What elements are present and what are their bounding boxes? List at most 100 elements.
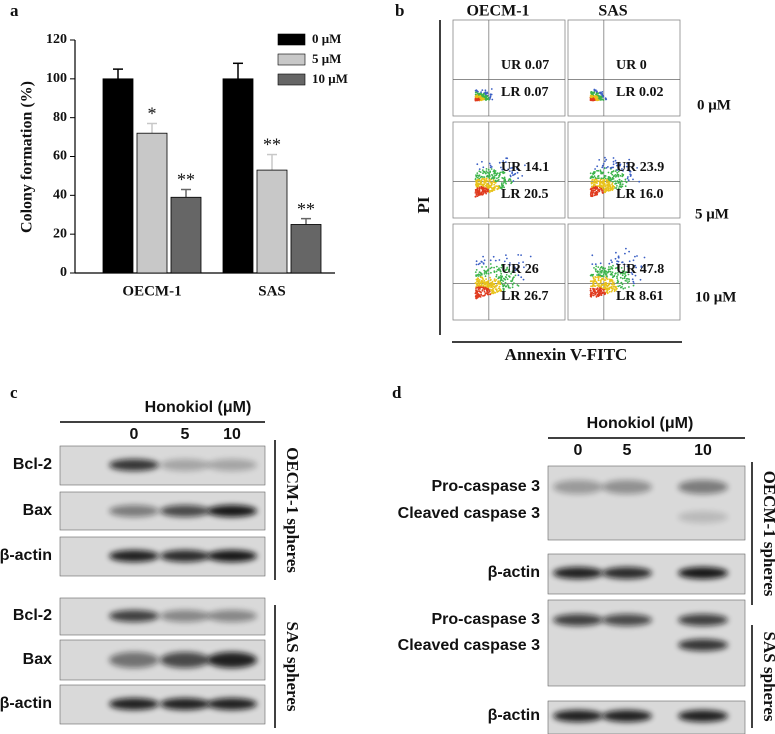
event-dot: [505, 254, 507, 256]
event-dot: [591, 254, 594, 257]
event-dot: [592, 97, 595, 100]
event-dot: [490, 88, 493, 90]
event-dot: [599, 185, 602, 188]
blot-box: [547, 465, 746, 541]
event-dot: [483, 178, 486, 180]
event-dot: [492, 255, 495, 258]
row-label: Pro-caspase 3: [431, 611, 540, 628]
event-dot: [476, 286, 479, 289]
event-dot: [633, 282, 635, 285]
event-dot: [475, 296, 477, 299]
event-dot: [479, 286, 482, 289]
event-dot: [483, 181, 485, 183]
event-dot: [502, 289, 505, 292]
event-dot: [510, 167, 512, 170]
event-dot: [479, 171, 482, 174]
event-dot: [591, 291, 594, 294]
event-dot: [610, 287, 613, 290]
event-dot: [608, 181, 611, 183]
event-dot: [483, 269, 486, 272]
event-dot: [488, 162, 491, 165]
event-dot: [605, 167, 608, 169]
event-dot: [499, 171, 502, 174]
event-dot: [522, 261, 524, 263]
event-dot: [484, 270, 487, 273]
event-dot: [600, 265, 603, 268]
event-dot: [609, 184, 611, 187]
event-dot: [503, 176, 506, 179]
event-dot: [606, 189, 608, 192]
event-dot: [508, 170, 511, 173]
event-dot: [605, 158, 608, 161]
event-dot: [488, 289, 490, 292]
event-dot: [596, 165, 599, 168]
event-dot: [517, 254, 520, 256]
event-dot: [632, 280, 635, 283]
event-dot: [502, 265, 504, 268]
quadrant-ur: UR 0: [616, 58, 647, 73]
event-dot: [484, 95, 486, 98]
event-dot: [505, 285, 508, 287]
event-dot: [600, 278, 603, 281]
event-dot: [485, 188, 488, 191]
event-dot: [488, 285, 491, 287]
event-dot: [597, 275, 600, 278]
event-dot: [486, 171, 489, 174]
event-dot: [478, 187, 481, 190]
quadrant-lr: LR 20.5: [501, 187, 548, 202]
event-dot: [632, 259, 635, 262]
event-dot: [603, 167, 606, 170]
event-dot: [505, 182, 507, 185]
row-label: Cleaved caspase 3: [398, 637, 540, 654]
event-dot: [600, 177, 603, 180]
band: [207, 505, 257, 517]
event-dot: [485, 281, 487, 283]
event-dot: [512, 174, 514, 177]
event-dot: [481, 177, 484, 180]
event-dot: [501, 279, 503, 282]
event-dot: [609, 177, 612, 179]
event-dot: [631, 278, 634, 281]
panel-label: b: [395, 1, 404, 20]
event-dot: [475, 176, 478, 178]
event-dot: [490, 271, 492, 274]
event-dot: [510, 280, 512, 282]
band: [678, 480, 728, 494]
event-dot: [504, 180, 507, 183]
event-dot: [593, 186, 596, 189]
event-dot: [476, 291, 479, 294]
event-dot: [610, 290, 613, 293]
event-dot: [475, 96, 478, 99]
event-dot: [610, 178, 612, 181]
event-dot: [591, 280, 593, 283]
event-dot: [602, 267, 604, 269]
event-dot: [624, 273, 626, 275]
event-dot: [476, 172, 479, 175]
event-dot: [601, 191, 604, 194]
event-dot: [606, 292, 609, 295]
event-dot: [493, 278, 496, 280]
event-dot: [500, 290, 502, 292]
event-dot: [595, 288, 598, 291]
lane-label: 10: [223, 426, 241, 443]
event-dot: [612, 180, 614, 183]
event-dot: [595, 295, 598, 298]
event-dot: [511, 283, 514, 286]
group-label: SAS spheres: [760, 632, 775, 722]
event-dot: [594, 89, 597, 92]
event-dot: [616, 171, 619, 174]
event-dot: [624, 274, 627, 277]
event-dot: [478, 283, 481, 285]
event-dot: [643, 256, 646, 259]
event-dot: [602, 275, 605, 277]
event-dot: [485, 99, 487, 101]
event-dot: [603, 284, 606, 287]
event-dot: [497, 282, 499, 285]
event-dot: [484, 171, 486, 174]
event-dot: [502, 168, 505, 170]
event-dot: [493, 270, 496, 272]
event-dot: [495, 274, 498, 276]
event-dot: [599, 268, 601, 271]
event-dot: [592, 284, 595, 287]
event-dot: [521, 175, 524, 177]
